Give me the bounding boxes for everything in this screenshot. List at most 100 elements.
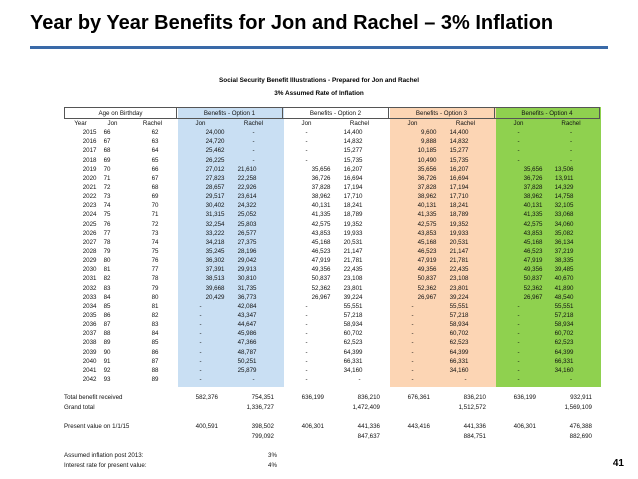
present-value-sum: 847,637: [357, 433, 380, 440]
table-cell: -: [517, 147, 520, 155]
table-cell: 21,147: [343, 248, 363, 256]
table-cell: 17,194: [449, 184, 469, 192]
table-cell: 15,277: [343, 147, 363, 155]
table-cell: 21,781: [343, 257, 363, 265]
table-cell: 85: [151, 339, 159, 347]
table-cell: 50,837: [311, 275, 331, 283]
table-cell: 88: [151, 366, 159, 374]
column-header: Jon: [107, 120, 118, 128]
table-cell: 9,600: [421, 129, 437, 137]
table-cell: -: [305, 339, 308, 347]
table-cell: 40,131: [523, 202, 543, 210]
table-cell: 16,207: [449, 165, 469, 173]
table-cell: 52,362: [311, 284, 331, 292]
table-cell: 2026: [82, 229, 97, 237]
table-row: 2041 92 88 - 25,879 - 34,160 - 34,160 - 34,160: [65, 366, 600, 375]
table-cell: 25,803: [237, 220, 257, 228]
table-cell: 46,523: [523, 248, 543, 256]
table-cell: 38,335: [554, 257, 574, 265]
table-cell: 18,789: [449, 211, 469, 219]
table-cell: 52,362: [417, 284, 437, 292]
table-cell: 37,828: [417, 184, 437, 192]
table-cell: 48,540: [554, 293, 574, 301]
table-cell: 42,575: [311, 220, 331, 228]
inflation-footnote: Assumed inflation post 2013: 3%: [64, 452, 277, 459]
table-cell: 43,853: [417, 229, 437, 237]
table-cell: 62,523: [343, 339, 363, 347]
total-benefit-value: 932,911: [570, 394, 592, 401]
table-subtitle: Social Security Benefit Illustrations - …: [219, 77, 419, 84]
table-cell: 64,399: [343, 348, 363, 356]
table-cell: -: [305, 366, 308, 374]
table-cell: 86: [103, 312, 111, 320]
group-header-age: Age on Birthday: [64, 107, 177, 119]
table-cell: -: [199, 321, 202, 329]
table-cell: 36,726: [417, 174, 437, 182]
total-benefit-value: 836,210: [357, 394, 380, 401]
table-row: 2018 69 65 26,225 - - 15,735 10,490 15,735 - -: [65, 156, 600, 165]
table-cell: 50,251: [237, 357, 257, 365]
table-cell: -: [411, 302, 414, 310]
table-cell: 37,828: [523, 184, 543, 192]
inflation-subtitle: 3% Assumed Rate of Inflation: [274, 90, 364, 97]
table-cell: 47,919: [523, 257, 543, 265]
table-row: 2022 73 69 29,517 23,614 38,962 17,710 38,962 17…: [65, 192, 600, 201]
table-cell: 38,962: [523, 193, 543, 201]
table-row: 2031 82 78 38,513 30,810 50,837 23,108 50,837 23…: [65, 274, 600, 283]
table-cell: 22,926: [237, 184, 257, 192]
table-cell: 75: [151, 248, 159, 256]
table-cell: 26,967: [523, 293, 543, 301]
table-cell: 23,108: [343, 275, 363, 283]
table-cell: -: [252, 138, 255, 146]
present-value-value: 476,388: [569, 423, 592, 430]
table-cell: 74: [103, 202, 111, 210]
option3-band: [390, 107, 496, 387]
table-cell: 21,610: [237, 165, 257, 173]
grand-total-value: 1,472,409: [352, 404, 380, 411]
inflation-footnote-label: Assumed inflation post 2013:: [64, 452, 144, 459]
table-row: 2039 90 86 - 48,787 - 64,399 - 64,399 - 64,399: [65, 348, 600, 357]
table-cell: -: [305, 348, 308, 356]
totals-block: Total benefit received Grand total Prese…: [0, 390, 638, 450]
table-cell: 39,485: [554, 266, 574, 274]
table-cell: -: [411, 376, 414, 383]
table-cell: -: [517, 330, 520, 338]
table-cell: 40,670: [554, 275, 574, 283]
table-cell: 2018: [82, 156, 97, 164]
table-cell: 20,429: [205, 293, 225, 301]
table-cell: 76: [151, 257, 159, 265]
table-cell: 57,218: [449, 312, 469, 320]
table-cell: 64,399: [554, 348, 574, 356]
option2-band: [284, 107, 390, 387]
table-cell: 71: [103, 174, 111, 182]
table-cell: -: [517, 339, 520, 347]
table-row: 2029 80 76 36,302 29,042 47,919 21,781 47,919 21…: [65, 256, 600, 265]
column-header: Rachel: [561, 120, 581, 128]
table-cell: 48,787: [237, 348, 257, 356]
benefits-table: Age on Birthday Benefits - Option 1 Bene…: [64, 107, 600, 384]
table-cell: 18,241: [449, 202, 469, 210]
table-cell: 17,710: [343, 193, 363, 201]
table-cell: 2038: [82, 339, 97, 347]
table-cell: 62,523: [449, 339, 469, 347]
interest-footnote-value: 4%: [268, 462, 277, 469]
grand-total-value: 1,569,109: [564, 404, 592, 411]
table-cell: 80: [103, 257, 111, 265]
table-cell: 60,702: [449, 330, 469, 338]
table-cell: 93: [103, 376, 111, 383]
table-cell: -: [199, 312, 202, 320]
table-cell: 26,967: [417, 293, 437, 301]
table-cell: 67: [103, 138, 111, 146]
table-cell: 83: [151, 321, 159, 329]
table-cell: 2022: [82, 193, 97, 201]
table-cell: -: [569, 376, 573, 383]
column-header: Rachel: [142, 120, 163, 128]
table-cell: 42,575: [417, 220, 437, 228]
table-cell: 58,934: [449, 321, 469, 329]
table-cell: -: [517, 156, 520, 164]
table-cell: -: [199, 330, 202, 338]
table-cell: 19,352: [343, 220, 363, 228]
table-cell: -: [569, 138, 573, 146]
table-cell: 2040: [82, 357, 97, 365]
table-cell: 39,224: [343, 293, 363, 301]
